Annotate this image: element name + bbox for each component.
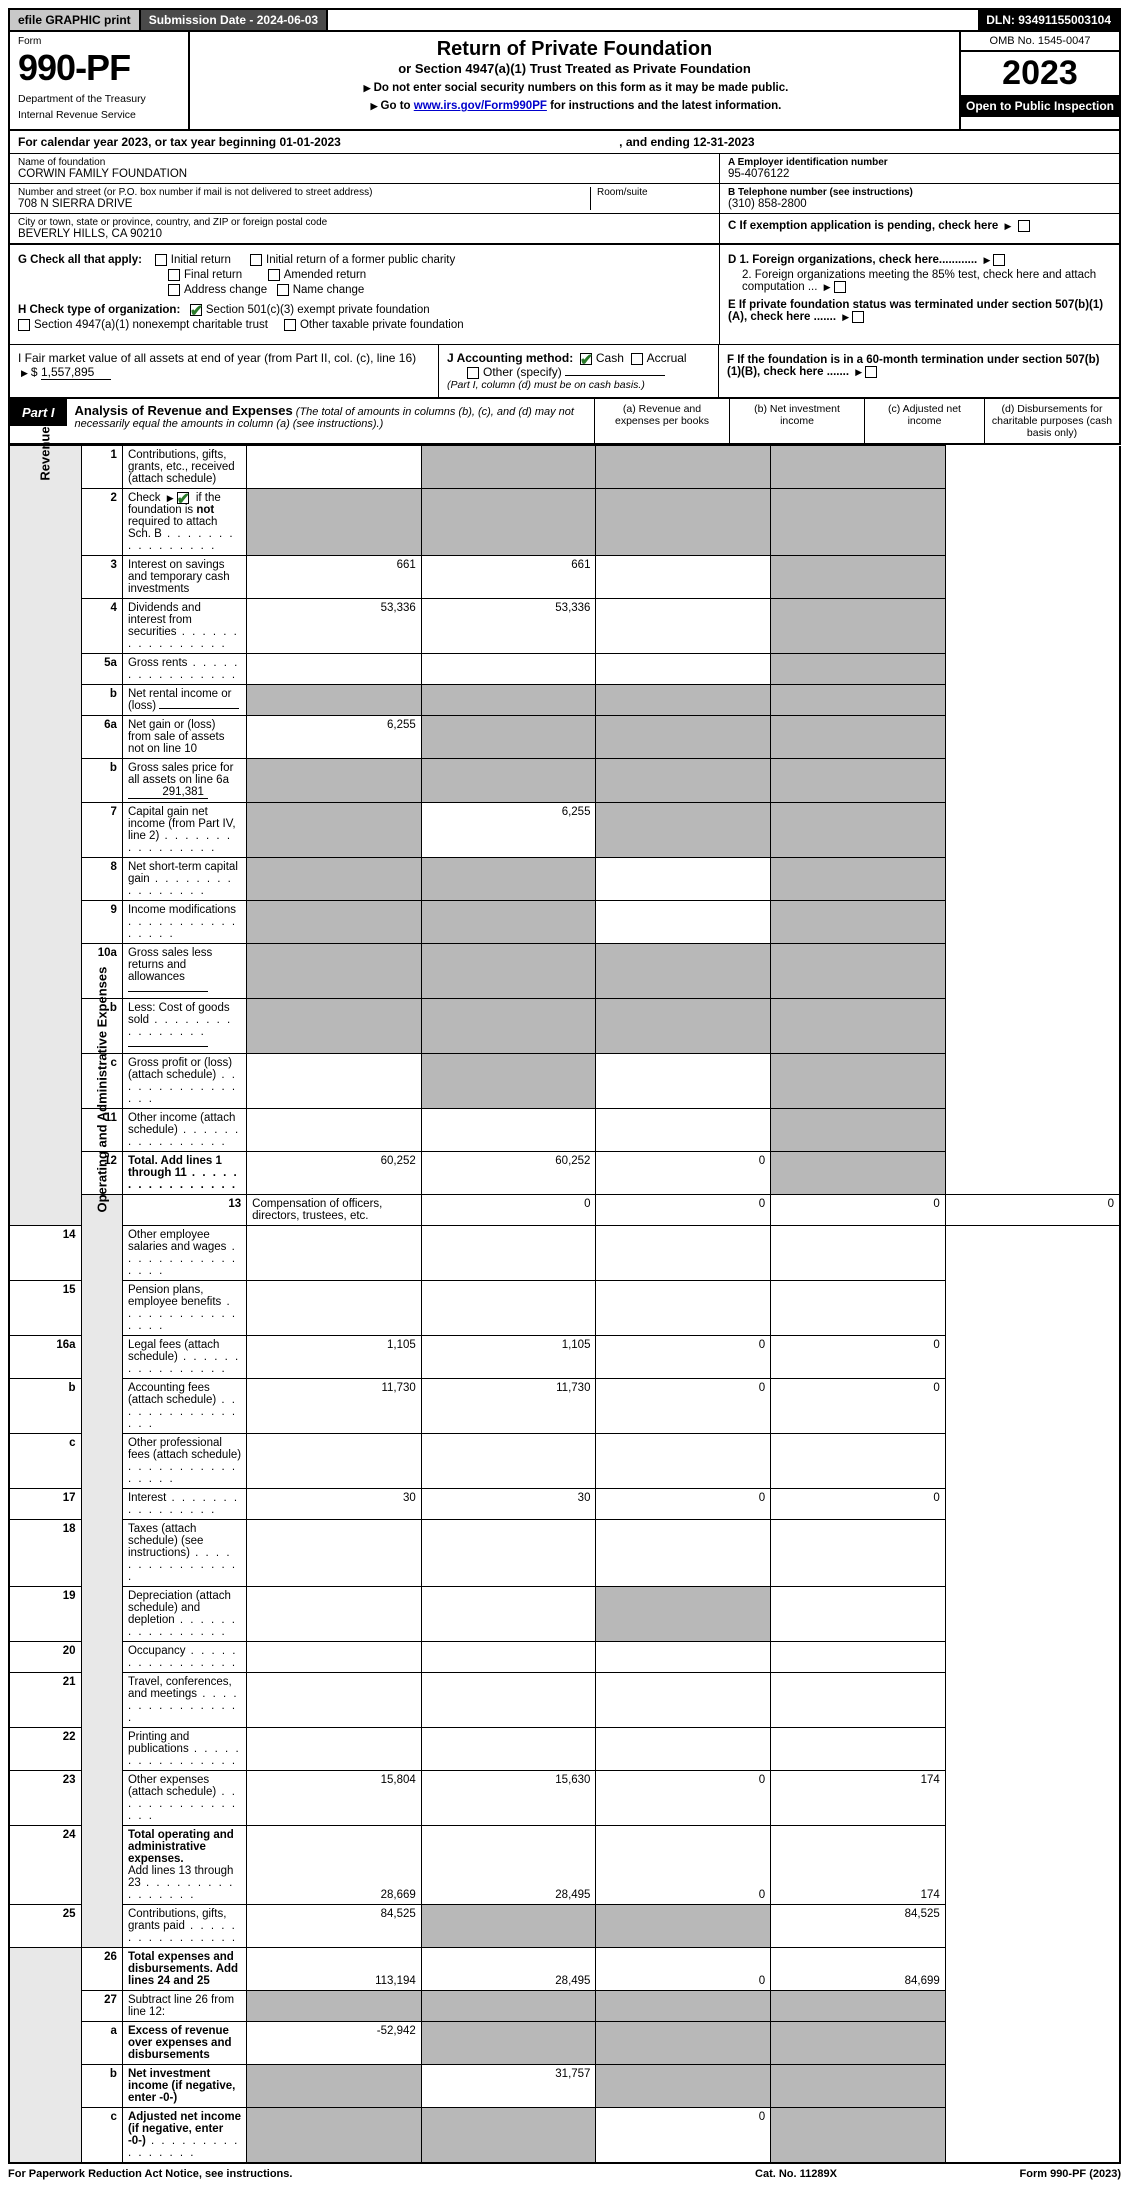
goto-note: Go to www.irs.gov/Form990PF for instruct… [198,100,951,112]
checkbox-name[interactable] [277,284,289,296]
ein-label: A Employer identification number [728,157,1111,168]
d1-line: D 1. Foreign organizations, check here..… [728,254,1111,266]
checkbox-other-taxable[interactable] [284,319,296,331]
dln: DLN: 93491155003104 [978,10,1119,30]
checkbox-d2[interactable] [834,281,846,293]
city-state-zip: BEVERLY HILLS, CA 90210 [18,228,711,240]
d2-line: 2. Foreign organizations meeting the 85%… [728,269,1111,293]
col-c-hdr: (c) Adjusted net income [864,399,984,443]
foundation-name: CORWIN FAMILY FOUNDATION [18,168,711,180]
checkbox-e[interactable] [852,311,864,323]
col-a-hdr: (a) Revenue and expenses per books [594,399,729,443]
ein: 95-4076122 [728,168,1111,180]
tax-year: 2023 [961,52,1119,95]
revenue-side: Revenue [38,427,53,481]
omb-number: OMB No. 1545-0047 [961,32,1119,52]
col-b-hdr: (b) Net investment income [729,399,864,443]
checkbox-initial[interactable] [155,254,167,266]
checkbox-501c3[interactable] [190,304,202,316]
part1-tab: Part I [10,399,67,426]
checkbox-f[interactable] [865,366,877,378]
checkbox-accrual[interactable] [631,353,643,365]
j-label: J Accounting method: [447,351,573,365]
fmv-value: 1,557,895 [41,365,111,380]
dept-treasury: Department of the Treasury [18,93,180,105]
checkbox-4947[interactable] [18,319,30,331]
phone-label: B Telephone number (see instructions) [728,187,1111,198]
part1-header: Part I Analysis of Revenue and Expenses … [8,399,1121,445]
hij-row: I Fair market value of all assets at end… [8,344,1121,399]
addr-label: Number and street (or P.O. box number if… [18,187,584,198]
city-label: City or town, state or province, country… [18,217,711,228]
street-address: 708 N SIERRA DRIVE [18,198,584,210]
cat-no: Cat. No. 11289X [671,2168,921,2180]
form-title: Return of Private Foundation [198,38,951,61]
footer: For Paperwork Reduction Act Notice, see … [8,2164,1121,2184]
form-header: Form 990-PF Department of the Treasury I… [8,32,1121,131]
check-section: G Check all that apply: Initial return I… [8,245,1121,344]
name-label: Name of foundation [18,157,711,168]
checkbox-initial-former[interactable] [250,254,262,266]
irs-link[interactable]: www.irs.gov/Form990PF [414,100,547,112]
checkbox-c[interactable] [1018,220,1030,232]
i-label: I Fair market value of all assets at end… [18,351,416,365]
top-bar: efile GRAPHIC print Submission Date - 20… [8,8,1121,32]
checkbox-schb[interactable] [177,492,189,504]
paperwork-notice: For Paperwork Reduction Act Notice, see … [8,2168,671,2180]
checkbox-final[interactable] [168,269,180,281]
calendar-year-row: For calendar year 2023, or tax year begi… [8,131,1121,154]
room-label: Room/suite [597,187,711,198]
part1-table: Revenue 1Contributions, gifts, grants, e… [8,445,1121,2164]
checkbox-d1[interactable] [993,254,1005,266]
form-ref: Form 990-PF (2023) [921,2168,1121,2180]
checkbox-cash[interactable] [580,353,592,365]
expenses-side: Operating and Administrative Expenses [94,1193,109,1213]
checkbox-address[interactable] [168,284,180,296]
ssn-note: Do not enter social security numbers on … [198,82,951,94]
efile-badge[interactable]: efile GRAPHIC print [10,10,141,30]
col-d-hdr: (d) Disbursements for charitable purpose… [984,399,1119,443]
irs-label: Internal Revenue Service [18,109,180,121]
phone: (310) 858-2800 [728,198,1111,210]
e-line: E If private foundation status was termi… [728,299,1111,323]
form-number: 990-PF [18,47,180,89]
gross-sales-6a: 291,381 [128,786,208,799]
checkbox-amended[interactable] [268,269,280,281]
j-note: (Part I, column (d) must be on cash basi… [447,379,710,391]
g-label: G Check all that apply: [18,254,142,266]
submission-date: Submission Date - 2024-06-03 [141,10,328,30]
form-label: Form [18,36,180,47]
checkbox-other-method[interactable] [467,367,479,379]
form-subtitle: or Section 4947(a)(1) Trust Treated as P… [198,61,951,76]
f-line: F If the foundation is in a 60-month ter… [727,354,1111,378]
h-label: H Check type of organization: [18,304,180,316]
filer-info: Name of foundation CORWIN FAMILY FOUNDAT… [8,154,1121,245]
open-inspection: Open to Public Inspection [961,95,1119,117]
exemption-pending: C If exemption application is pending, c… [728,220,1111,232]
